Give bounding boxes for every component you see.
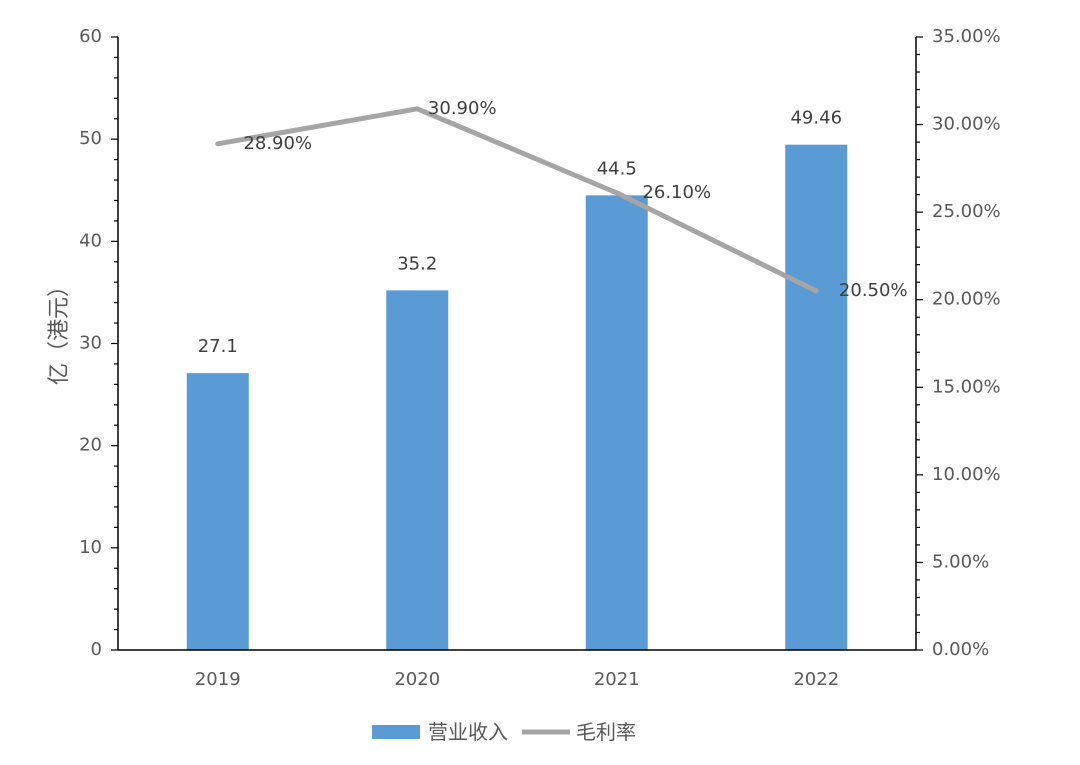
left-tick-label: 20 <box>79 435 102 456</box>
right-tick-label: 0.00% <box>932 639 989 660</box>
legend-bar-label: 营业收入 <box>428 720 508 744</box>
bar-series <box>186 144 848 651</box>
line-series <box>215 106 819 294</box>
data-labels: 27.1 35.2 44.5 49.46 28.90% 30.90% 26.10% 20.50… <box>198 98 908 357</box>
left-tick-label: 40 <box>79 230 102 251</box>
left-axis: 0 10 20 30 40 50 60 <box>79 26 119 660</box>
bar-value-label: 44.5 <box>597 158 637 179</box>
left-tick-label: 10 <box>79 537 102 558</box>
x-tick-label: 2021 <box>594 669 640 690</box>
right-axis: 0.00% 5.00% 10.00% 15.00% 20.00% 25.00% 30.00%… <box>915 26 1001 660</box>
legend-bar-swatch <box>372 725 420 739</box>
line-value-label: 20.50% <box>839 280 908 301</box>
legend: 营业收入 毛利率 <box>372 720 636 744</box>
margin-line <box>215 106 819 294</box>
right-tick-label: 30.00% <box>932 114 1001 135</box>
left-tick-label: 30 <box>79 333 102 354</box>
right-tick-label: 20.00% <box>932 289 1001 310</box>
x-tick-label: 2019 <box>195 669 241 690</box>
right-tick-label: 25.00% <box>932 201 1001 222</box>
left-tick-label: 50 <box>79 128 102 149</box>
line-value-label: 26.10% <box>642 182 711 203</box>
bar-value-label: 27.1 <box>198 336 238 357</box>
bar-2021 <box>585 195 648 650</box>
right-tick-label: 15.00% <box>932 376 1001 397</box>
right-tick-label: 5.00% <box>932 551 989 572</box>
left-tick-label: 60 <box>79 26 102 47</box>
x-tick-label: 2020 <box>394 669 440 690</box>
x-axis: 2019 2020 2021 2022 <box>118 649 916 690</box>
bar-2019 <box>186 373 249 650</box>
left-tick-label: 0 <box>91 639 102 660</box>
bar-2022 <box>785 144 848 651</box>
bar-value-label: 49.46 <box>790 108 842 129</box>
legend-line-label: 毛利率 <box>576 720 636 744</box>
x-tick-label: 2022 <box>793 669 839 690</box>
right-tick-label: 35.00% <box>932 26 1001 47</box>
right-tick-label: 10.00% <box>932 464 1001 485</box>
y-axis-title: 亿（港元） <box>47 275 72 385</box>
line-value-label: 28.90% <box>243 133 312 154</box>
bar-value-label: 35.2 <box>397 253 437 274</box>
line-value-label: 30.90% <box>428 98 497 119</box>
bar-2020 <box>386 290 449 650</box>
